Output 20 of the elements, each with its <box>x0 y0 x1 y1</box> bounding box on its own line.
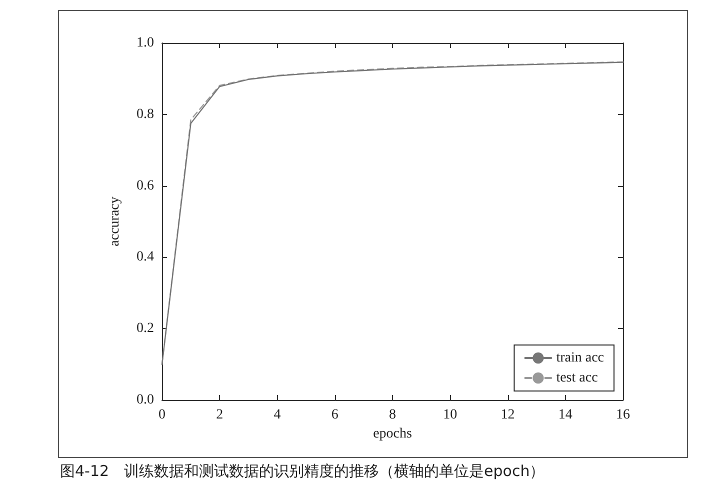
x-tick-label: 0 <box>158 408 166 422</box>
x-tick-label: 8 <box>389 408 396 422</box>
x-axis-title: epochs <box>373 426 412 442</box>
x-tick-label: 12 <box>500 408 515 422</box>
caption: 图4-12 训练数据和测试数据的识别精度的推移（横轴的单位是epoch） <box>60 462 545 481</box>
y-tick-label: 0.8 <box>136 106 154 122</box>
x-tick-label: 2 <box>216 408 224 422</box>
legend-label: test acc <box>556 370 598 386</box>
y-tick-label: 0.6 <box>136 178 154 194</box>
y-tick-label: 0.4 <box>136 250 154 265</box>
y-axis-title: accuracy <box>108 196 122 246</box>
y-tick-label: 0.0 <box>136 392 154 408</box>
x-tick-label: 14 <box>558 408 572 422</box>
x-tick-label: 10 <box>443 408 458 422</box>
x-tick-label: 6 <box>331 408 338 422</box>
x-tick-label: 16 <box>616 408 630 422</box>
legend-label: train acc <box>556 350 604 366</box>
y-tick-label: 0.2 <box>136 321 154 336</box>
x-tick-label: 4 <box>274 408 281 422</box>
y-tick-label: 1.0 <box>136 36 154 50</box>
